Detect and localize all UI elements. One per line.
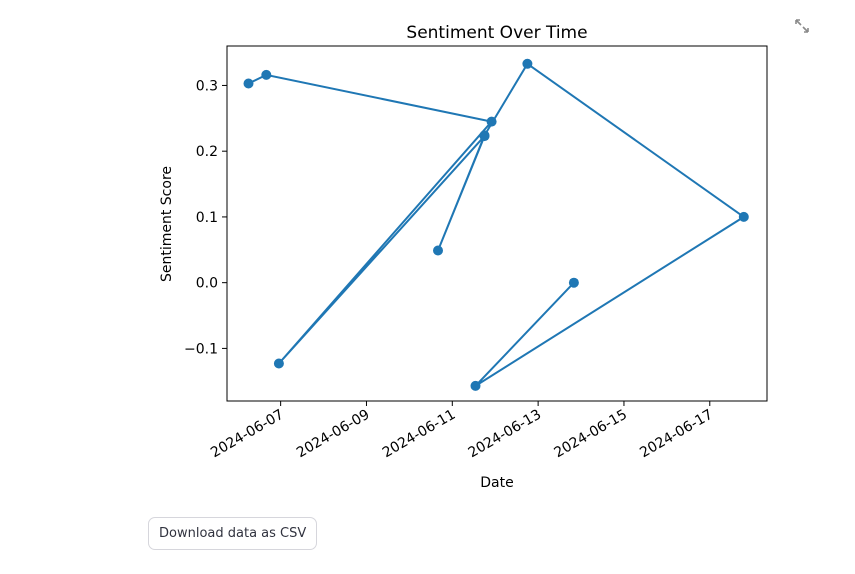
x-tick-label: 2024-06-09 [294, 407, 372, 462]
data-point [261, 69, 272, 80]
x-axis: 2024-06-07 2024-06-09 2024-06-11 2024-06-13… [208, 401, 716, 461]
x-tick-label: 2024-06-13 [466, 407, 544, 462]
data-point [470, 380, 481, 391]
y-axis: −0.1 0.0 0.1 0.2 0.3 [184, 78, 227, 357]
y-tick-label: −0.1 [184, 341, 218, 357]
x-tick-label: 2024-06-15 [551, 407, 629, 462]
data-point [738, 211, 749, 222]
x-axis-label: Date [480, 475, 513, 491]
chart-title: Sentiment Over Time [406, 23, 587, 43]
data-point [243, 78, 254, 89]
y-tick-label: 0.2 [196, 144, 218, 160]
x-tick-label: 2024-06-07 [208, 407, 286, 462]
data-point [479, 130, 490, 141]
download-csv-button[interactable]: Download data as CSV [148, 517, 318, 550]
data-point [568, 277, 579, 288]
x-tick-label: 2024-06-17 [637, 407, 715, 462]
x-tick-label: 2024-06-11 [380, 407, 458, 462]
y-tick-label: 0.0 [196, 276, 218, 292]
axes-frame [226, 45, 768, 402]
data-point [522, 58, 533, 69]
fullscreen-expand-icon[interactable] [792, 16, 812, 36]
series-line [248, 62, 746, 387]
y-tick-label: 0.1 [196, 210, 218, 226]
data-point [433, 245, 443, 256]
y-axis-label: Sentiment Score [159, 166, 175, 282]
plot-area [243, 58, 749, 391]
data-point [273, 358, 284, 369]
data-point [486, 116, 497, 127]
y-tick-label: 0.3 [196, 78, 218, 94]
